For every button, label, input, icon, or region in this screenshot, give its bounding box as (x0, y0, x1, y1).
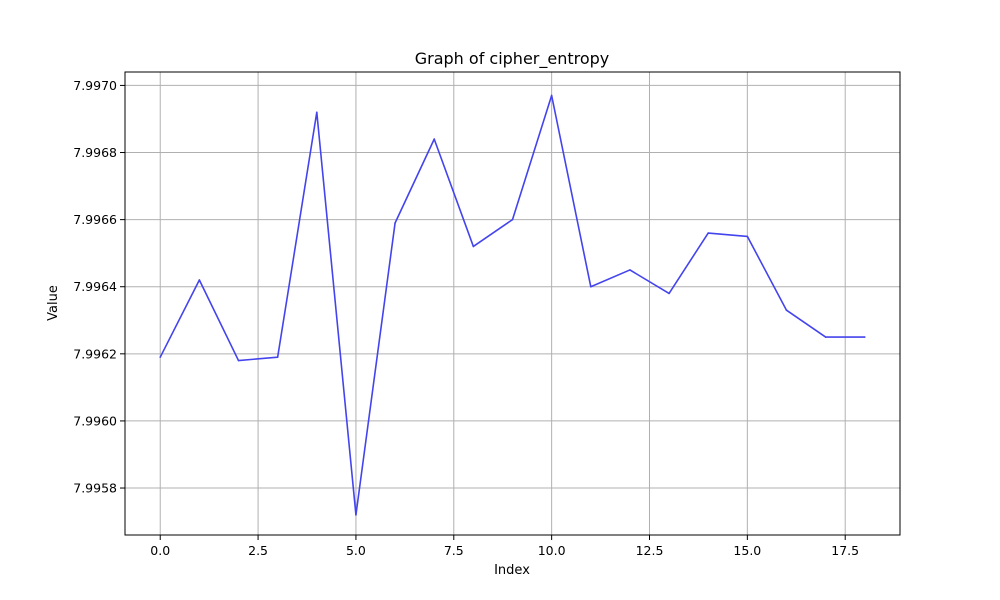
data-point (276, 356, 279, 358)
data-point (472, 245, 475, 248)
data-point (198, 279, 201, 281)
data-point (863, 336, 866, 338)
x-tick-label: 2.5 (248, 543, 268, 558)
chart-title: Graph of cipher_entropy (415, 49, 610, 69)
data-point (824, 336, 827, 338)
series-layer (159, 94, 866, 516)
x-tick-label: 10.0 (538, 543, 566, 558)
y-tick-label: 7.9960 (73, 413, 117, 428)
x-axis: 0.0 2.5 5.0 7.5 10.0 12.5 15.0 17.5 (150, 535, 859, 558)
y-tick-label: 7.9962 (73, 346, 117, 361)
data-point (433, 138, 436, 140)
x-tick-label: 12.5 (636, 543, 664, 558)
y-tick-label: 7.9968 (73, 145, 117, 160)
data-point (589, 285, 592, 288)
y-tick-label: 7.9966 (73, 212, 117, 227)
data-point (237, 359, 240, 362)
y-axis-label: Value (46, 285, 61, 321)
y-tick-label: 7.9970 (73, 78, 117, 93)
data-point (394, 222, 396, 224)
data-point (746, 235, 749, 238)
data-point (785, 309, 788, 312)
y-tick-label: 7.9964 (73, 279, 117, 294)
data-point (668, 292, 670, 295)
x-tick-label: 15.0 (733, 543, 761, 558)
data-point (511, 218, 514, 221)
x-tick-label: 7.5 (444, 543, 464, 558)
plot-frame (124, 71, 901, 536)
data-point (629, 269, 631, 271)
x-tick-label: 0.0 (150, 543, 170, 558)
data-point (550, 94, 553, 97)
x-tick-label: 17.5 (831, 543, 859, 558)
x-tick-label: 5.0 (346, 543, 366, 558)
y-tick-label: 7.9958 (73, 481, 117, 496)
data-point (707, 232, 710, 234)
data-point (159, 356, 162, 358)
x-axis-label: Index (494, 563, 530, 578)
data-point (355, 514, 357, 516)
y-axis: 7.9958 7.9960 7.9962 7.9964 7.9966 7.9968 7.99… (73, 78, 125, 496)
data-point (315, 111, 318, 114)
